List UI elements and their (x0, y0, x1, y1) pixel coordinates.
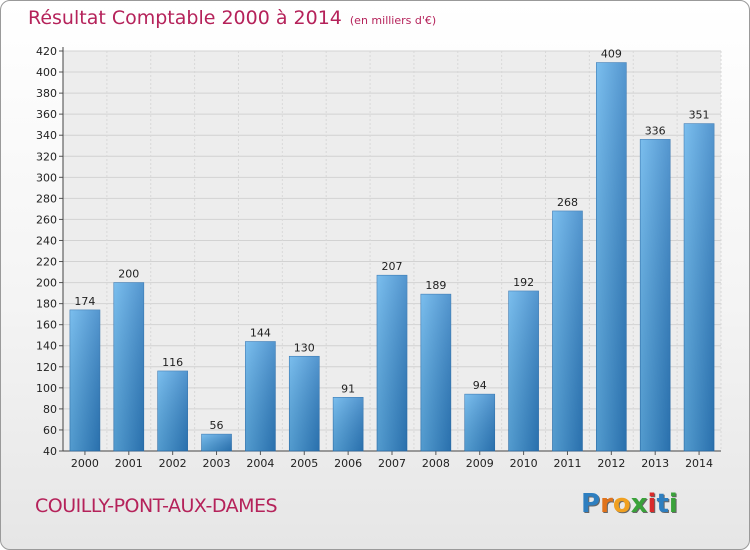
x-tick-label: 2003 (203, 457, 231, 470)
bar-value-label: 94 (473, 379, 487, 392)
bar-shade (377, 275, 407, 451)
x-tick-label: 2013 (641, 457, 669, 470)
bars (69, 62, 715, 452)
y-tick-label: 40 (43, 445, 57, 458)
x-tick-label: 2002 (159, 457, 187, 470)
value-labels: 174 200 116 56 144 130 91 207 189 94 192 268 409 336 3… (74, 48, 709, 433)
y-tick-label: 280 (36, 192, 57, 205)
bar-value-label: 189 (425, 279, 446, 292)
y-tick-label: 340 (36, 129, 57, 142)
logo-letter: x (630, 489, 648, 519)
logo-letter: t (656, 489, 669, 519)
bar-value-label: 174 (74, 295, 95, 308)
commune-name: COUILLY-PONT-AUX-DAMES (35, 495, 278, 517)
bar-shade (552, 211, 583, 451)
y-tick-label: 240 (36, 234, 57, 247)
bar-value-label: 409 (601, 48, 622, 61)
chart-title-text: Résultat Comptable 2000 à 2014 (28, 7, 342, 29)
bar-value-label: 192 (513, 276, 534, 289)
bar-shade (508, 291, 539, 451)
bar-shade (157, 371, 188, 451)
y-tick-label: 80 (43, 403, 57, 416)
bar-value-label: 207 (382, 260, 403, 273)
bar-value-label: 336 (645, 124, 666, 137)
y-tick-label: 200 (36, 277, 57, 290)
x-tick-label: 2008 (422, 457, 450, 470)
proxiti-logo[interactable]: Proxiti (581, 489, 678, 519)
bar-shade (69, 309, 100, 451)
bar-shade (245, 341, 276, 451)
y-tick-label: 180 (36, 298, 57, 311)
x-tick-label: 2000 (71, 457, 99, 470)
logo-letter: i (668, 489, 678, 519)
bar-shade (113, 282, 144, 451)
bar-shade (289, 356, 320, 451)
x-tick-label: 2006 (334, 457, 362, 470)
bar-value-label: 91 (341, 382, 355, 395)
bar-shade (640, 139, 671, 451)
bar-shade (684, 123, 715, 451)
y-tick-label: 60 (43, 424, 57, 437)
logo-letter: P (581, 489, 601, 519)
bar-shade (333, 397, 364, 451)
x-tick-label: 2007 (378, 457, 406, 470)
y-tick-label: 380 (36, 87, 57, 100)
bar-shade (420, 294, 451, 451)
x-tick-label: 2001 (115, 457, 143, 470)
bar-value-label: 56 (210, 419, 224, 432)
logo-letter: o (612, 489, 631, 519)
y-tick-label: 120 (36, 361, 57, 374)
bar-shade (596, 62, 627, 451)
bar-value-label: 351 (689, 109, 710, 122)
y-tick-label: 360 (36, 108, 57, 121)
y-tick-label: 220 (36, 256, 57, 269)
bar-value-label: 200 (118, 268, 139, 281)
bar-value-label: 268 (557, 196, 578, 209)
bar-value-label: 144 (250, 327, 271, 340)
x-tick-label: 2010 (510, 457, 538, 470)
x-tick-label: 2004 (246, 457, 274, 470)
x-tick-label: 2012 (597, 457, 625, 470)
x-tick-label: 2009 (466, 457, 494, 470)
bar-shade (201, 434, 232, 451)
y-tick-label: 300 (36, 171, 57, 184)
y-tick-label: 260 (36, 213, 57, 226)
x-tick-label: 2005 (290, 457, 318, 470)
bar-value-label: 130 (294, 341, 315, 354)
y-tick-label: 160 (36, 319, 57, 332)
y-tick-label: 100 (36, 382, 57, 395)
bar-shade (464, 394, 495, 451)
y-tick-label: 320 (36, 150, 57, 163)
chart-title: Résultat Comptable 2000 à 2014 (en millie… (28, 7, 436, 29)
chart-subtitle: (en milliers d'€) (349, 14, 437, 27)
logo-letter: r (600, 489, 613, 519)
bar-value-label: 116 (162, 356, 183, 369)
logo-letter: i (647, 489, 657, 519)
x-tick-label: 2014 (685, 457, 713, 470)
y-tick-label: 140 (36, 340, 57, 353)
x-tick-label: 2011 (553, 457, 581, 470)
y-tick-label: 420 (36, 45, 57, 58)
y-tick-label: 400 (36, 66, 57, 79)
